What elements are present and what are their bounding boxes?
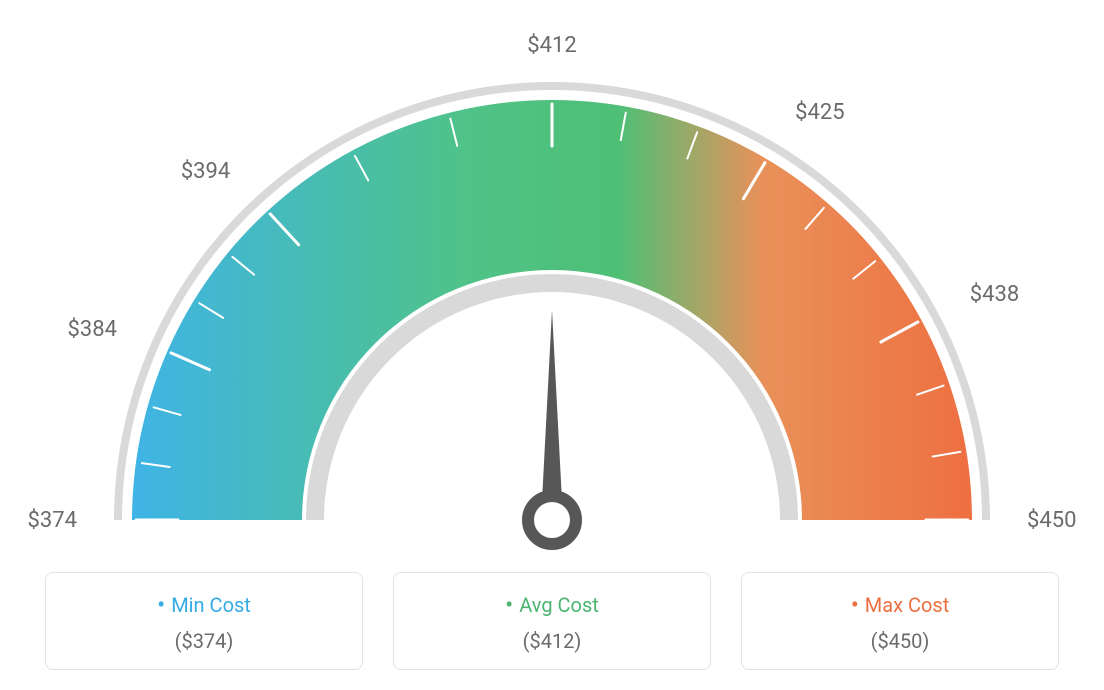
gauge-tick-label: $384 <box>57 317 117 342</box>
cost-gauge-chart: $374 $384 $394 $412 $425 $438 $450 Min Cost ($3… <box>0 0 1104 690</box>
gauge-tick-label: $374 <box>17 508 77 533</box>
gauge-area: $374 $384 $394 $412 $425 $438 $450 <box>0 0 1104 560</box>
legend-card: Avg Cost ($412) <box>393 572 711 670</box>
legend-row: Min Cost ($374) Avg Cost ($412) Max Cost ($45… <box>45 572 1059 670</box>
legend-title: Avg Cost <box>404 591 700 619</box>
gauge-tick-label: $425 <box>795 100 844 125</box>
legend-card: Max Cost ($450) <box>741 572 1059 670</box>
legend-value: ($412) <box>404 629 700 653</box>
gauge-tick-label: $438 <box>970 282 1019 307</box>
gauge-svg <box>0 20 1104 560</box>
legend-card: Min Cost ($374) <box>45 572 363 670</box>
gauge-tick-label: $450 <box>1027 508 1076 533</box>
gauge-tick-label: $394 <box>170 159 230 184</box>
legend-title: Min Cost <box>56 591 352 619</box>
legend-title: Max Cost <box>752 591 1048 619</box>
legend-value: ($450) <box>752 629 1048 653</box>
legend-value: ($374) <box>56 629 352 653</box>
gauge-tick-label: $412 <box>522 33 582 58</box>
